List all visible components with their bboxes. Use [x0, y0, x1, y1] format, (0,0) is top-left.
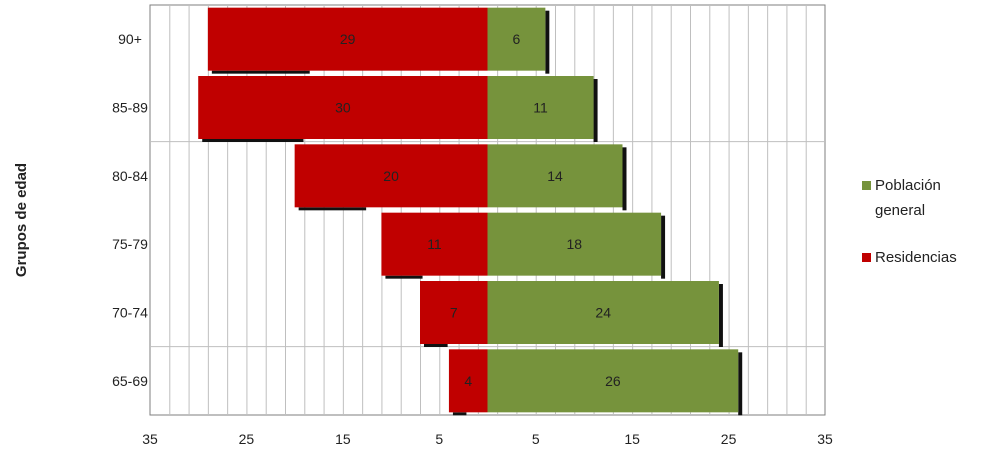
category-label: 80-84 [112, 168, 148, 184]
data-label: 11 [533, 100, 548, 116]
bar-shadow [593, 79, 598, 142]
category-label: 65-69 [112, 373, 148, 389]
bar-shadow [424, 344, 448, 347]
x-tick-label: 25 [239, 431, 255, 447]
data-label: 24 [595, 305, 611, 321]
x-tick-label: 5 [532, 431, 540, 447]
legend: Población general Residencias [862, 177, 957, 266]
bar-shadow [452, 412, 467, 416]
bar-poblacion-general-75-79 [487, 212, 662, 276]
bar-shadow [545, 10, 550, 74]
category-label: 75-79 [112, 236, 148, 252]
bar-poblacion-general-85-89 [487, 76, 594, 139]
bar-shadow [298, 207, 367, 211]
data-label: 29 [340, 31, 356, 47]
data-label: 11 [427, 236, 442, 252]
labels: 29 6 90+ 30 11 85-89 20 14 80-84 11 18 75-79 7 24 70-7… [13, 31, 833, 447]
x-tick-label: 35 [817, 431, 833, 447]
bar-poblacion-general-70-74 [487, 281, 719, 344]
data-label: 7 [450, 305, 458, 321]
bar-residencias-75-79 [381, 212, 488, 276]
legend-label: Residencias [875, 249, 957, 266]
bar-poblacion-general-80-84 [487, 144, 623, 208]
data-label: 18 [566, 236, 582, 252]
data-label: 30 [335, 100, 351, 116]
data-label: 20 [383, 168, 399, 184]
bar-shadow [718, 284, 723, 347]
data-label: 6 [513, 31, 521, 47]
x-tick-label: 15 [624, 431, 640, 447]
bar-shadow [622, 147, 627, 211]
x-tick-label: 5 [435, 431, 443, 447]
x-tick-label: 35 [142, 431, 158, 447]
data-label: 14 [547, 168, 563, 184]
bars [198, 7, 743, 416]
x-tick-label: 25 [721, 431, 737, 447]
bar-shadow [211, 70, 310, 74]
legend-label: general [875, 202, 925, 219]
legend-label: Población [875, 177, 941, 194]
data-label: 4 [464, 373, 472, 389]
bar-residencias-90+ [207, 7, 488, 71]
legend-swatch [862, 181, 871, 190]
data-label: 26 [605, 373, 621, 389]
x-tick-label: 15 [335, 431, 351, 447]
bar-poblacion-general-90+ [487, 7, 546, 71]
legend-swatch [862, 253, 871, 262]
bar-residencias-80-84 [294, 144, 488, 208]
bar-residencias-70-74 [420, 281, 488, 344]
category-label: 90+ [118, 31, 142, 47]
category-label: 70-74 [112, 305, 148, 321]
bar-shadow [202, 139, 304, 142]
bar-shadow [385, 275, 423, 279]
bar-shadow [661, 215, 666, 279]
category-label: 85-89 [112, 100, 148, 116]
bar-poblacion-general-65-69 [487, 349, 739, 413]
bar-shadow [738, 352, 743, 416]
bar-residencias-85-89 [198, 76, 488, 139]
y-axis-label: Grupos de edad [13, 163, 30, 277]
bar-residencias-65-69 [448, 349, 488, 413]
